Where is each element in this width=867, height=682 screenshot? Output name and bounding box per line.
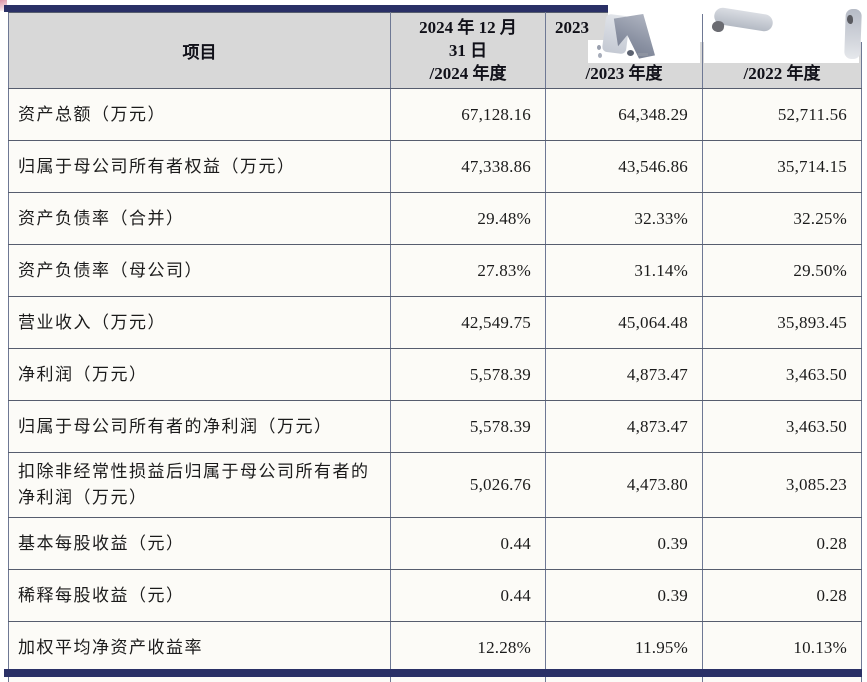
row-value-2022: 10.13%	[702, 621, 862, 674]
row-value-2022: 3,463.50	[702, 348, 862, 401]
table-row: 稀释每股收益（元） 0.44 0.39 0.28	[8, 569, 862, 622]
row-value-2024: 5,026.76	[390, 452, 546, 518]
table-row: 资产总额（万元） 67,128.16 64,348.29 52,711.56	[8, 88, 862, 141]
row-value-2023: 43,546.86	[545, 140, 703, 193]
row-value-2024: 67,128.16	[390, 88, 546, 141]
header-2023-line3: /2023 年度	[585, 64, 663, 83]
row-value-2022: 0.28	[702, 517, 862, 570]
row-value-2022: 0.28	[702, 569, 862, 622]
row-value-2023: 11.95%	[545, 621, 703, 674]
table-row: 加权平均净资产收益率 12.28% 11.95% 10.13%	[8, 621, 862, 674]
row-value-2022: 3,085.23	[702, 452, 862, 518]
row-value-2023: 4,873.47	[545, 348, 703, 401]
row-value-2024: 27.83%	[390, 244, 546, 297]
row-value-2022: 52,711.56	[702, 88, 862, 141]
row-value-2024: 0.44	[390, 569, 546, 622]
row-label: 归属于母公司所有者权益（万元）	[8, 140, 391, 193]
row-value-2022: 29.50%	[702, 244, 862, 297]
row-label: 资产总额（万元）	[8, 88, 391, 141]
row-label: 资产负债率（合并）	[8, 192, 391, 245]
row-value-2022: 35,714.15	[702, 140, 862, 193]
eraser-wipe-area	[704, 40, 859, 63]
row-label: 资产负债率（母公司）	[8, 244, 391, 297]
smudge-artifact	[847, 15, 853, 24]
header-2023-line1: 2023	[555, 18, 589, 37]
column-border-segment	[702, 14, 703, 42]
row-value-2023: 4,473.80	[545, 452, 703, 518]
smudge-artifact	[597, 45, 601, 50]
row-value-2022: 35,893.45	[702, 296, 862, 349]
smudge-artifact	[598, 53, 602, 58]
row-value-2023: 0.39	[545, 517, 703, 570]
header-item: 项目	[8, 12, 391, 89]
row-label: 扣除非经常性损益后归属于母公司所有者的净利润（万元）	[8, 452, 391, 518]
row-value-2024: 47,338.86	[390, 140, 546, 193]
table-row: 基本每股收益（元） 0.44 0.39 0.28	[8, 517, 862, 570]
top-rule-line	[4, 5, 610, 12]
row-value-2023: 4,873.47	[545, 400, 703, 453]
bottom-rule-line	[4, 669, 862, 677]
pink-scan-artifact	[0, 0, 7, 11]
row-value-2023: 0.39	[545, 569, 703, 622]
table-row: 资产负债率（母公司） 27.83% 31.14% 29.50%	[8, 244, 862, 297]
row-label: 稀释每股收益（元）	[8, 569, 391, 622]
smudge-artifact	[627, 50, 634, 56]
table-body: 资产总额（万元） 67,128.16 64,348.29 52,711.56 归属于母公…	[8, 88, 862, 682]
row-label: 基本每股收益（元）	[8, 517, 391, 570]
row-value-2023: 64,348.29	[545, 88, 703, 141]
row-label: 营业收入（万元）	[8, 296, 391, 349]
row-value-2024: 5,578.39	[390, 348, 546, 401]
row-value-2024: 12.28%	[390, 621, 546, 674]
header-2024-line2: 31 日	[448, 41, 488, 60]
row-value-2023: 31.14%	[545, 244, 703, 297]
row-value-2024: 42,549.75	[390, 296, 546, 349]
table-row: 归属于母公司所有者权益（万元） 47,338.86 43,546.86 35,714.…	[8, 140, 862, 193]
smudge-artifact	[638, 53, 648, 56]
row-label: 净利润（万元）	[8, 348, 391, 401]
row-value-2022: 3,463.50	[702, 400, 862, 453]
table-row: 资产负债率（合并） 29.48% 32.33% 32.25%	[8, 192, 862, 245]
financial-summary-table: 项目 2024 年 12 月 31 日 /2024 年度 2023 /2023 …	[8, 12, 862, 682]
table-row: 扣除非经常性损益后归属于母公司所有者的净利润（万元） 5,026.76 4,473.…	[8, 452, 862, 518]
row-value-2023: 32.33%	[545, 192, 703, 245]
header-2022-line3: /2022 年度	[743, 64, 821, 83]
row-label: 加权平均净资产收益率	[8, 621, 391, 674]
header-2024-line1: 2024 年 12 月	[419, 18, 517, 37]
row-value-2022: 32.25%	[702, 192, 862, 245]
header-2024: 2024 年 12 月 31 日 /2024 年度	[390, 12, 546, 89]
header-2024-line3: /2024 年度	[429, 64, 507, 83]
row-value-2024: 0.44	[390, 517, 546, 570]
row-label: 归属于母公司所有者的净利润（万元）	[8, 400, 391, 453]
row-value-2024: 29.48%	[390, 192, 546, 245]
row-value-2024: 5,578.39	[390, 400, 546, 453]
table-row: 净利润（万元） 5,578.39 4,873.47 3,463.50	[8, 348, 862, 401]
row-value-2023: 45,064.48	[545, 296, 703, 349]
table-row: 营业收入（万元） 42,549.75 45,064.48 35,893.45	[8, 296, 862, 349]
table-row: 归属于母公司所有者的净利润（万元） 5,578.39 4,873.47 3,463.5…	[8, 400, 862, 453]
